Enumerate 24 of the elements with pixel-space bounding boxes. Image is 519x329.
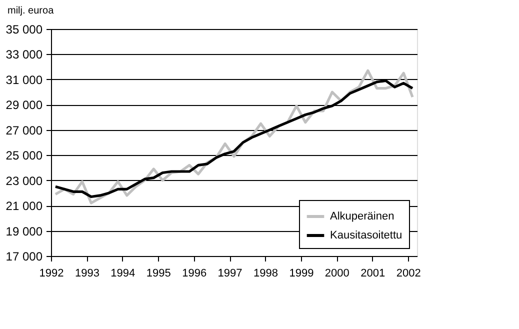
x-tick-label: 1999 — [289, 268, 314, 280]
x-tick-label: 1995 — [146, 268, 171, 280]
x-tick-label: 1994 — [110, 268, 136, 280]
y-tick-label: 35 000 — [6, 22, 43, 36]
y-tick-label: 23 000 — [6, 174, 43, 188]
y-tick-label: 25 000 — [6, 148, 43, 163]
y-tick-label: 19 000 — [6, 224, 43, 238]
x-tick-label: 2002 — [396, 268, 421, 280]
x-tick-label: 2001 — [360, 268, 386, 280]
x-tick-label: 1997 — [218, 268, 242, 280]
x-tick-label: 1998 — [254, 268, 278, 280]
legend-label: Kausitasoitettu — [330, 230, 402, 242]
y-tick-label: 17 000 — [6, 250, 43, 264]
x-tick-label: 1993 — [74, 268, 100, 280]
x-tick-label: 2000 — [324, 268, 350, 280]
y-tick-label: 33 000 — [6, 48, 43, 62]
x-tick-label: 1996 — [182, 268, 207, 280]
y-tick-label: 27 000 — [6, 123, 43, 138]
y-axis-title: milj. euroa — [8, 6, 54, 16]
y-tick-label: 21 000 — [6, 199, 43, 214]
y-tick-label: 29 000 — [6, 98, 43, 112]
y-tick-label: 31 000 — [6, 72, 43, 87]
x-tick-label: 1992 — [39, 268, 64, 280]
legend-label: Alkuperäinen — [330, 210, 394, 222]
